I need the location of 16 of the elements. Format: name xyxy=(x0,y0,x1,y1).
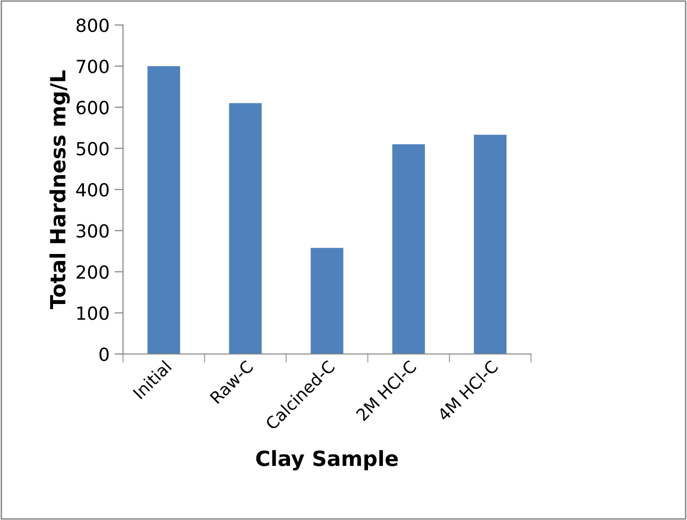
bar xyxy=(147,66,180,354)
bar xyxy=(310,248,344,354)
y-axis-title: Total Hardness mg/L xyxy=(49,70,70,310)
y-tick-label: 500 xyxy=(76,142,109,156)
bar xyxy=(229,103,262,354)
y-tick-label: 200 xyxy=(76,265,109,279)
x-axis-title: Clay Sample xyxy=(256,450,398,470)
bar xyxy=(392,144,425,354)
y-tick-label: 800 xyxy=(76,18,109,32)
y-tick-label: 100 xyxy=(77,306,109,320)
y-tick-label: 0 xyxy=(100,347,109,362)
y-tick-label: 700 xyxy=(76,60,109,74)
y-tick-label: 400 xyxy=(76,182,109,197)
y-tick-label: 600 xyxy=(76,100,109,114)
y-tick-label: 300 xyxy=(76,224,109,238)
bar xyxy=(474,134,507,354)
